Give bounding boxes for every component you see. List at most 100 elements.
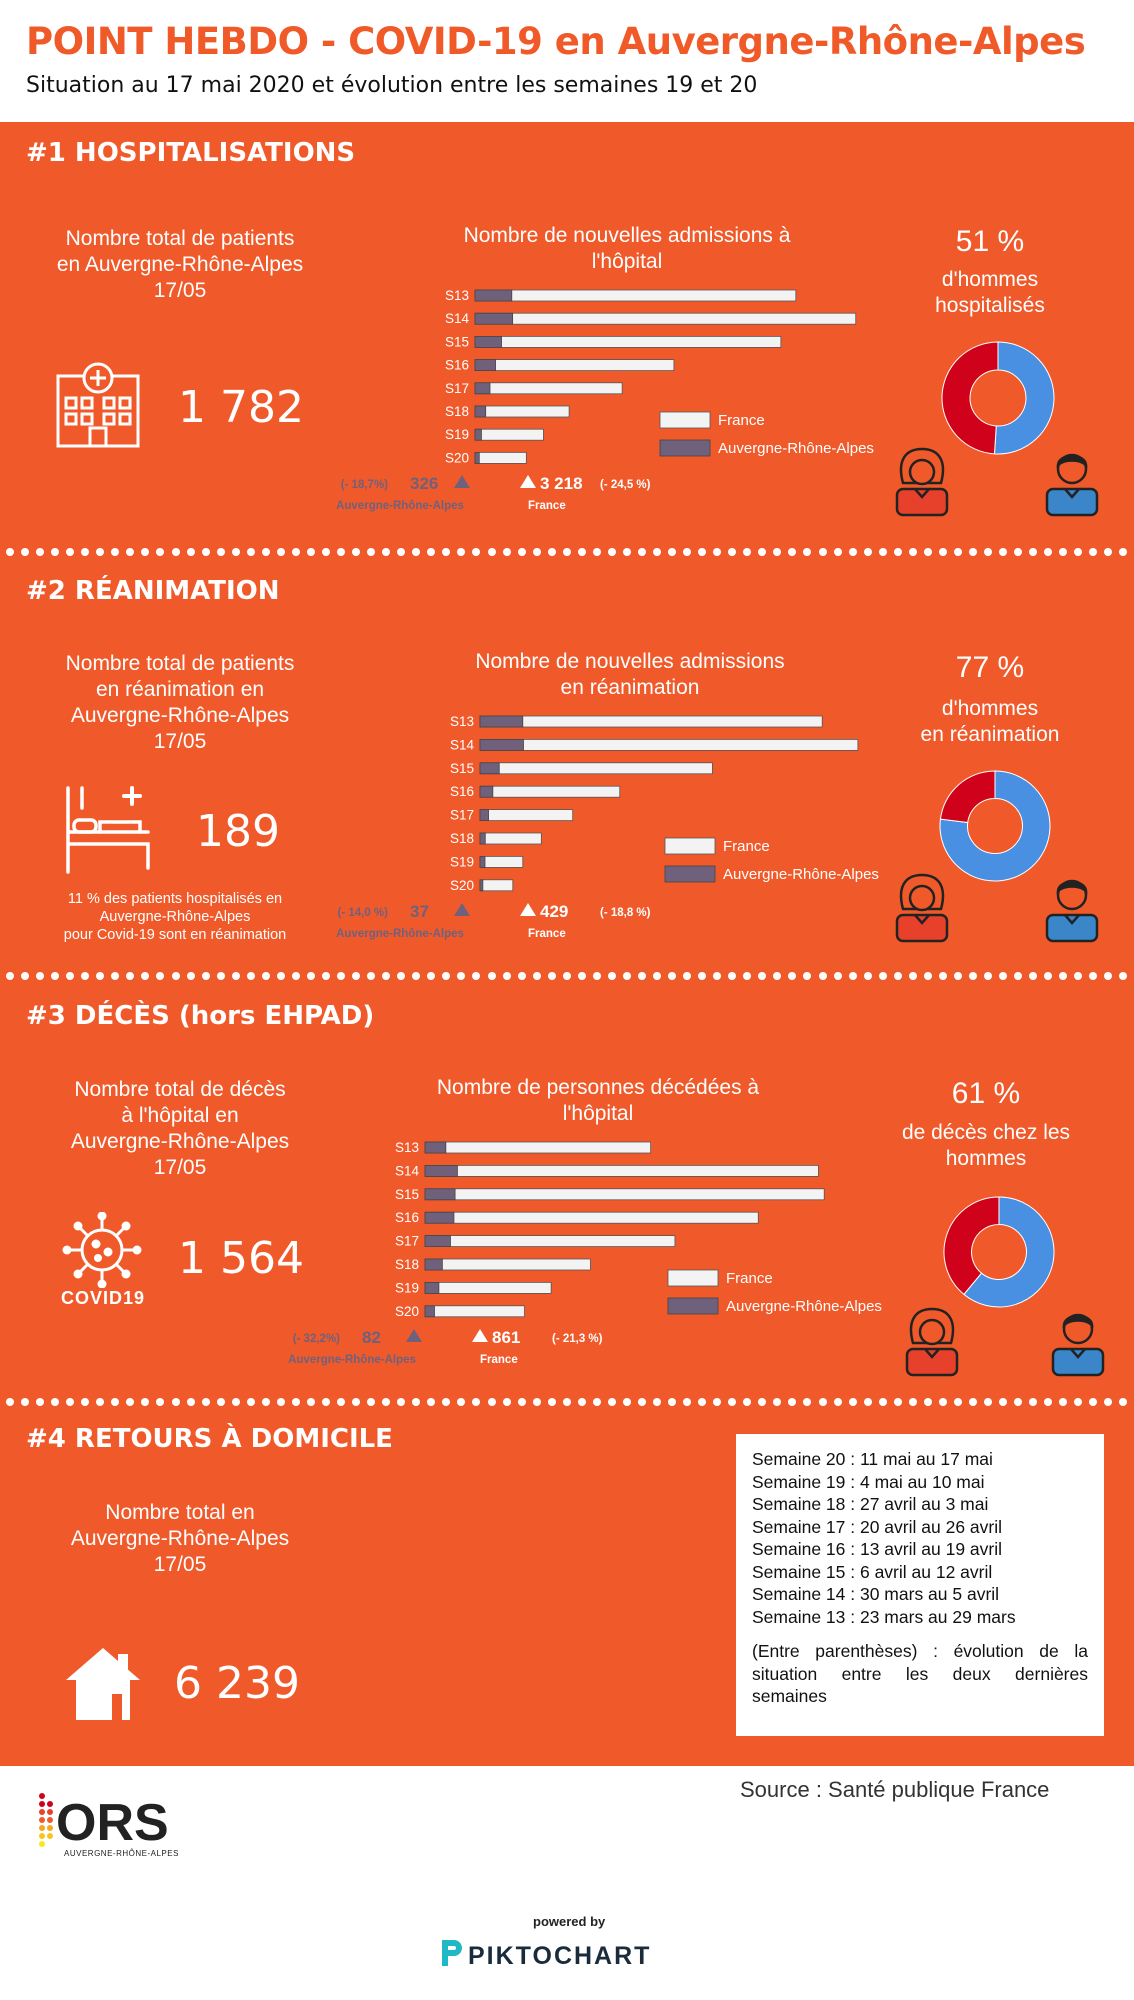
- divider-dot: [276, 1398, 285, 1406]
- woman-icon: [895, 873, 949, 943]
- donut-slice-women: [943, 1196, 1000, 1296]
- tick-label: S19: [450, 854, 474, 869]
- donut-slice-women: [939, 770, 996, 824]
- divider-dot: [923, 548, 932, 556]
- france-up-triangle: [520, 475, 536, 488]
- divider-dot: [442, 1398, 451, 1406]
- bar-region: [479, 855, 486, 868]
- divider-dot: [427, 972, 436, 980]
- divider-dot: [382, 972, 391, 980]
- divider-dot: [878, 548, 887, 556]
- bar-france: [474, 451, 527, 464]
- divider-dot: [938, 972, 947, 980]
- week-item: Semaine 14 : 30 mars au 5 avril: [752, 1584, 1000, 1604]
- divider-dot: [863, 972, 872, 980]
- divider-dot: [653, 972, 662, 980]
- total-value: 6 239: [174, 1658, 300, 1709]
- divider-dot: [984, 1398, 993, 1406]
- divider-dot: [818, 548, 827, 556]
- divider-dot: [472, 972, 481, 980]
- bar-france: [424, 1305, 525, 1318]
- divider-dot: [442, 972, 451, 980]
- divider-dot: [321, 1398, 330, 1406]
- house-icon: [66, 1648, 140, 1720]
- divider-dot: [487, 972, 496, 980]
- bar-region: [424, 1188, 456, 1201]
- divider-dot: [1104, 1398, 1113, 1406]
- region-change: (- 18,7%): [341, 479, 388, 491]
- virus-icon: [62, 1212, 142, 1288]
- divider-dot: [337, 972, 346, 980]
- bar-france: [479, 785, 621, 798]
- divider-dot: [171, 548, 180, 556]
- divider-dot: [743, 972, 752, 980]
- divider-dot: [833, 972, 842, 980]
- divider-dot: [668, 1398, 677, 1406]
- divider-dot: [562, 972, 571, 980]
- divider-dot: [1044, 1398, 1053, 1406]
- bar-france: [479, 809, 574, 822]
- bar-region: [424, 1258, 443, 1271]
- divider-dot: [397, 548, 406, 556]
- divider-dot: [156, 972, 165, 980]
- divider-dot: [833, 548, 842, 556]
- divider-dot: [231, 548, 240, 556]
- divider-dot: [397, 972, 406, 980]
- divider-dot: [352, 548, 361, 556]
- total-value: 1 782: [178, 382, 304, 433]
- divider-dot: [111, 972, 120, 980]
- tick-label: S14: [450, 737, 475, 752]
- divider-dot: [1104, 972, 1113, 980]
- divider-dot: [321, 972, 330, 980]
- dotted-divider: [0, 1398, 1134, 1410]
- divider-dot: [1029, 548, 1038, 556]
- region-change: (- 32,2%): [293, 1333, 340, 1345]
- divider-dot: [36, 972, 45, 980]
- divider-dot: [577, 972, 586, 980]
- bar-france: [474, 312, 857, 325]
- divider-dot: [698, 548, 707, 556]
- divider-dot: [532, 548, 541, 556]
- chart-title: Nombre de personnes décédées à: [437, 1076, 760, 1099]
- france-value: 861: [492, 1328, 520, 1347]
- week-item: Semaine 16 : 13 avril au 19 avril: [752, 1539, 1002, 1559]
- bar-region: [474, 451, 480, 464]
- divider-dot: [743, 548, 752, 556]
- legend-swatch-france: [659, 411, 711, 429]
- divider-dot: [1029, 972, 1038, 980]
- total-value: 1 564: [178, 1233, 304, 1284]
- divider-dot: [502, 972, 511, 980]
- divider-dot: [1059, 1398, 1068, 1406]
- man-icon: [1051, 1313, 1105, 1377]
- divider-dot: [276, 972, 285, 980]
- region-up-triangle: [406, 1329, 422, 1342]
- divider-dot: [96, 548, 105, 556]
- divider-dot: [592, 972, 601, 980]
- bar-region: [424, 1281, 440, 1294]
- divider-dot: [6, 548, 14, 556]
- divider-dot: [427, 1398, 436, 1406]
- divider-dot: [186, 972, 195, 980]
- section-title-deces: #3 DÉCÈS (hors EHPAD): [26, 1001, 375, 1031]
- donut-slice-men: [963, 1196, 1055, 1308]
- divider-dot: [984, 972, 993, 980]
- divider-dot: [141, 1398, 150, 1406]
- legend-swatch-region: [667, 1297, 719, 1315]
- bar-france: [424, 1281, 552, 1294]
- divider-dot: [442, 548, 451, 556]
- ors-logo-text: ORS: [56, 1794, 169, 1852]
- men-percentage-label: de décès chez les hommes: [901, 1121, 1071, 1170]
- week-item: Semaine 20 : 11 mai au 17 mai: [752, 1449, 993, 1469]
- divider-dot: [1059, 972, 1068, 980]
- divider-dot: [1044, 972, 1053, 980]
- legend-label-region: Auvergne-Rhône-Alpes: [726, 1298, 882, 1315]
- divider-dot: [186, 1398, 195, 1406]
- section-title-hospitalisations: #1 HOSPITALISATIONS: [26, 138, 356, 168]
- bar-france: [474, 359, 675, 372]
- divider-dot: [1029, 1398, 1038, 1406]
- section-title-retours: #4 RETOURS À DOMICILE: [26, 1424, 393, 1454]
- legend-swatch-region: [664, 865, 716, 883]
- region-value: 326: [410, 474, 438, 493]
- divider-dot: [818, 1398, 827, 1406]
- legend-label-france: France: [726, 1270, 773, 1287]
